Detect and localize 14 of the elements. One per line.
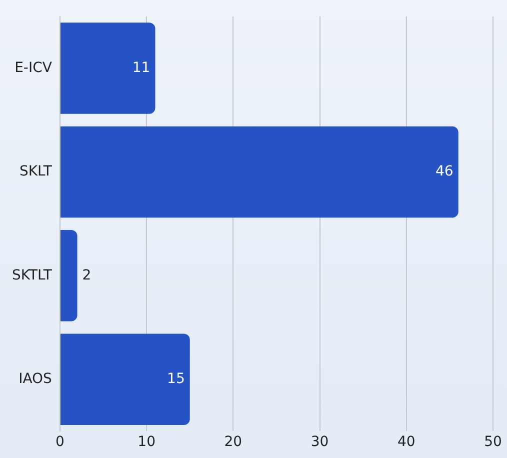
y-tick-label: E-ICV: [14, 60, 52, 76]
y-tick-label: SKLT: [19, 164, 52, 180]
data-label: 2: [82, 267, 92, 284]
x-tick-label: 30: [310, 434, 329, 450]
x-tick-label: 20: [224, 434, 242, 450]
x-tick-label: 10: [138, 434, 156, 450]
x-tick-label: 0: [55, 434, 64, 450]
x-tick-label: 50: [484, 434, 502, 450]
data-label: 11: [132, 60, 150, 76]
y-tick-label: IAOS: [18, 370, 52, 387]
data-label: 46: [436, 164, 454, 180]
y-tick-label: SKTLT: [12, 267, 52, 284]
x-tick-label: 40: [397, 434, 416, 450]
data-label: 15: [167, 370, 185, 387]
